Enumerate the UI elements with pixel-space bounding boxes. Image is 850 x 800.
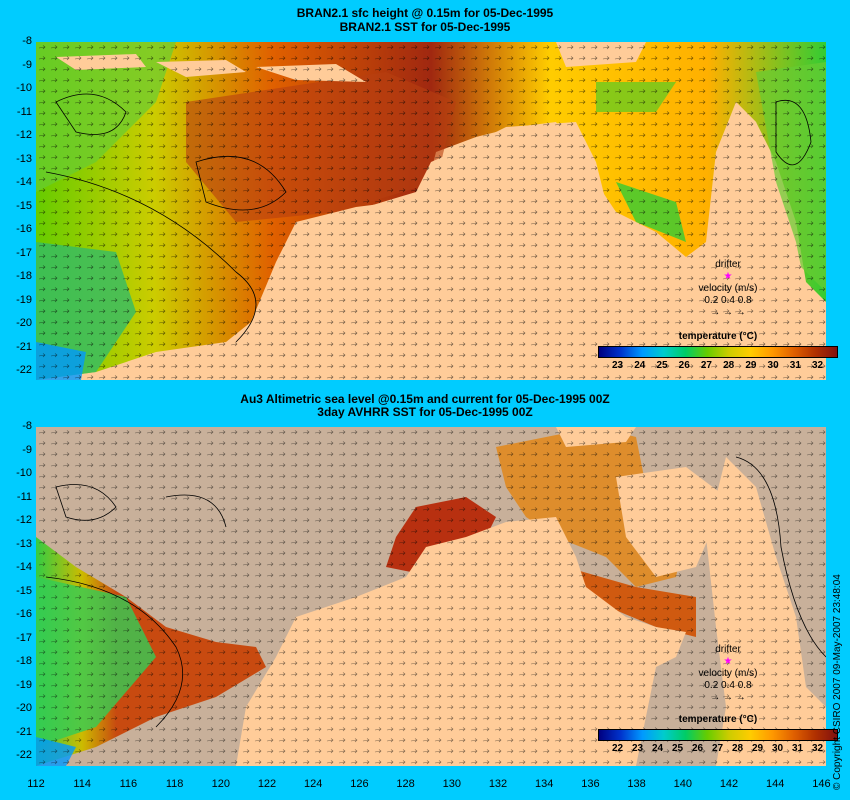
x-tick: 128	[396, 778, 415, 790]
top-velocity-arrows: → → →	[710, 307, 746, 318]
bottom-y-tick: -8	[22, 420, 32, 432]
top-velocity-scale: 0.2 0.4 0.8	[704, 295, 752, 306]
x-tick: 116	[119, 778, 138, 790]
top-drifter-legend: drifter ★ velocity (m/s) 0.2 0.4 0.8 → →…	[688, 259, 768, 319]
top-y-tick: -14	[16, 176, 32, 188]
legend-tick: 31	[789, 360, 801, 371]
top-y-tick: -10	[16, 82, 32, 94]
top-y-tick: -19	[16, 293, 32, 306]
legend-tick: 29	[745, 360, 757, 371]
bottom-velocity-arrows: → → →	[710, 692, 746, 703]
legend-tick: 23	[612, 360, 624, 371]
legend-tick: 32	[812, 360, 824, 371]
top-title-line1: BRAN2.1 sfc height @ 0.15m for 05-Dec-19…	[296, 6, 554, 20]
legend-tick: 27	[712, 743, 724, 754]
x-tick: 134	[535, 778, 554, 790]
top-temperature-legend: temperature (°C) 23 24 25 26 27 28 29 30 31 32	[598, 331, 838, 372]
bottom-drifter-legend: drifter ★ velocity (m/s) 0.2 0.4 0.8 → →…	[688, 644, 768, 704]
top-legend-colorbar	[598, 346, 838, 358]
x-tick: 138	[627, 778, 646, 790]
x-tick: 132	[488, 778, 508, 790]
legend-tick: 26	[692, 743, 704, 754]
top-y-tick: -22	[16, 364, 32, 376]
bottom-y-tick: -22	[16, 749, 32, 761]
top-y-tick: -11	[16, 105, 32, 118]
legend-tick: 22	[612, 743, 624, 754]
bottom-y-tick: -20	[16, 702, 32, 714]
bottom-y-tick: -14	[16, 561, 32, 573]
bottom-y-tick: -16	[16, 608, 32, 620]
bottom-y-tick: -12	[16, 514, 32, 526]
bottom-y-tick: -13	[16, 537, 32, 550]
bottom-drifter-label: drifter	[715, 644, 741, 655]
bottom-sst-map	[36, 427, 826, 766]
legend-tick: 29	[752, 743, 764, 754]
bottom-y-tick: -10	[16, 467, 32, 479]
legend-tick: 32	[812, 743, 824, 754]
x-tick: 126	[350, 778, 369, 790]
x-tick: 120	[211, 778, 230, 790]
top-y-tick: -16	[16, 223, 32, 235]
x-tick: 140	[673, 778, 692, 790]
legend-tick: 25	[656, 360, 668, 371]
legend-tick: 31	[792, 743, 804, 754]
top-y-tick: -17	[16, 246, 32, 259]
legend-tick: 28	[723, 360, 735, 371]
top-legend-title: temperature (°C)	[678, 331, 758, 342]
bottom-velocity-scale: 0.2 0.4 0.8	[704, 680, 752, 691]
bottom-title-line2: 3day AVHRR SST for 05-Dec-1995 00Z	[317, 405, 533, 419]
bottom-y-tick: -11	[16, 490, 32, 503]
top-y-tick: -12	[16, 129, 32, 141]
copyright-note: © Copyright CSIRO 2007 09-May-2007 23:48…	[832, 574, 843, 790]
legend-tick: 26	[678, 360, 690, 371]
bottom-y-tick: -19	[16, 678, 32, 691]
x-tick: 146	[812, 778, 831, 790]
bottom-title-line1: Au3 Altimetric sea level @0.15m and curr…	[240, 392, 610, 406]
x-tick: 142	[719, 778, 739, 790]
x-tick: 118	[165, 778, 184, 790]
top-y-tick: -18	[16, 270, 32, 282]
top-y-tick: -9	[22, 58, 32, 71]
bottom-y-tick: -21	[16, 725, 32, 738]
x-tick: 144	[766, 778, 785, 790]
legend-tick: 25	[672, 743, 684, 754]
top-y-tick: -20	[16, 317, 32, 329]
top-drifter-marker: ★	[723, 271, 733, 282]
top-title-line2: BRAN2.1 SST for 05-Dec-1995	[339, 20, 511, 34]
top-y-tick: -15	[16, 199, 32, 212]
x-tick: 112	[27, 778, 45, 790]
x-tick: 114	[73, 778, 91, 790]
top-velocity-label: velocity (m/s)	[698, 283, 758, 294]
legend-tick: 28	[732, 743, 744, 754]
legend-tick: 24	[634, 360, 646, 371]
legend-tick: 24	[652, 743, 664, 754]
top-y-tick: -13	[16, 152, 32, 165]
x-tick: 136	[581, 778, 600, 790]
bottom-y-tick: -9	[22, 443, 32, 456]
legend-tick: 30	[767, 360, 779, 371]
top-sst-map	[36, 42, 826, 380]
bottom-temperature-legend: temperature (°C) 22 23 24 25 26 27 28 29 30 31 32	[598, 714, 838, 755]
bottom-velocity-label: velocity (m/s)	[698, 668, 758, 679]
bottom-y-tick: -15	[16, 584, 32, 597]
legend-tick: 27	[700, 360, 712, 371]
x-tick: 130	[442, 778, 461, 790]
top-y-tick: -21	[16, 340, 32, 353]
bottom-legend-title: temperature (°C)	[678, 714, 758, 725]
top-drifter-label: drifter	[715, 259, 741, 270]
bottom-y-tick: -17	[16, 631, 32, 644]
legend-tick: 30	[772, 743, 784, 754]
top-y-tick: -8	[22, 35, 32, 47]
bottom-drifter-marker: ★	[723, 656, 733, 667]
bottom-legend-colorbar	[598, 729, 838, 741]
x-tick: 122	[257, 778, 277, 790]
x-tick: 124	[304, 778, 323, 790]
bottom-y-tick: -18	[16, 655, 32, 667]
legend-tick: 23	[632, 743, 644, 754]
